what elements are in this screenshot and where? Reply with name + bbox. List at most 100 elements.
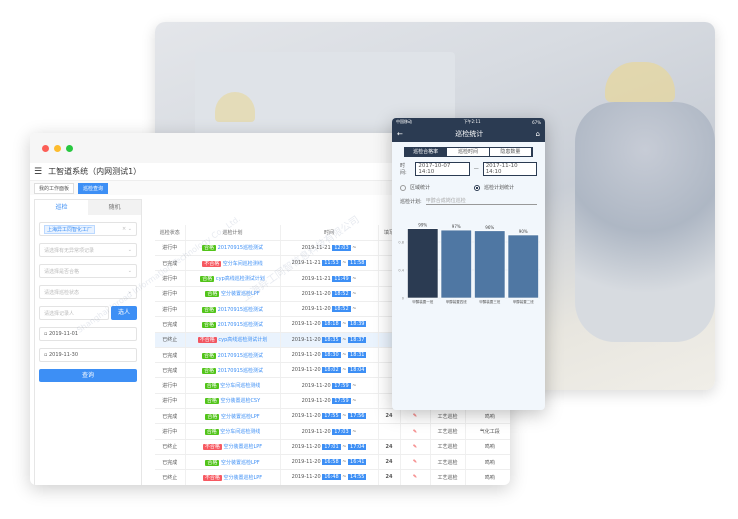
status-cell: 已完成	[155, 408, 186, 425]
edit-icon[interactable]: ✎	[400, 423, 431, 440]
seg-time[interactable]: 巡检时间	[447, 148, 490, 156]
plan-link[interactable]: 空分车间巡检测线	[220, 383, 261, 390]
bar	[440, 229, 472, 299]
tab-inspection-query[interactable]: 巡检查询	[78, 182, 109, 194]
x-tick-label: 甲醇装置一班	[412, 299, 433, 304]
y-tick-label: 0	[402, 297, 404, 301]
status-cell: 已终止	[155, 439, 186, 455]
maximize-dot[interactable]	[66, 144, 73, 152]
edit-icon[interactable]: ✎	[400, 408, 431, 425]
plan-link[interactable]: 空分装置巡检LPF	[220, 413, 260, 420]
result-badge: 不合格	[197, 337, 217, 344]
plan-link[interactable]: 20170915巡检测试	[217, 367, 264, 374]
plan-link[interactable]: cyp高线巡检测试计划	[215, 276, 265, 283]
menu-icon[interactable]: ☰	[34, 166, 43, 177]
plan-link[interactable]: 20170915巡检测试	[217, 245, 264, 252]
y-tick-label: 0.8	[398, 241, 404, 245]
chevron-down-icon: ⌄	[127, 268, 132, 274]
query-button[interactable]: 查询	[39, 369, 137, 382]
plan-link[interactable]: 空分车间巡检测线	[220, 429, 261, 435]
plan-link[interactable]: cyp高线巡检测试计划	[218, 337, 268, 344]
home-icon[interactable]: ⌂	[535, 130, 540, 138]
plan-link[interactable]: 20170915巡检测试	[217, 321, 264, 328]
app-title: 工智道系统（内网测试1）	[48, 167, 142, 176]
plan-link[interactable]: 空分车间巡检测线	[222, 260, 263, 267]
result-badge: 合格	[205, 413, 220, 420]
radio-plan[interactable]	[474, 184, 480, 191]
minimize-dot[interactable]	[54, 144, 61, 152]
result-badge: 合格	[201, 245, 216, 252]
factory-select[interactable]: 上海异工同智化工厂 × ⌄	[39, 222, 137, 236]
result-badge: 合格	[205, 459, 220, 466]
status-cell: 进行中	[155, 286, 186, 302]
x-tick-label: 甲醇装置四班	[446, 299, 467, 304]
back-arrow-icon[interactable]: ←	[397, 130, 403, 138]
edit-icon[interactable]: ✎	[400, 454, 431, 471]
tab-inspection[interactable]: 巡检	[35, 200, 88, 215]
status-select[interactable]: 请选择巡检状态 ⌄	[39, 285, 137, 299]
close-dot[interactable]	[42, 144, 49, 152]
bar	[474, 230, 506, 299]
table-row[interactable]: 进行中 合格 空分车间巡检测线 2019-11-20 17:03 ~ ✎ 工艺巡…	[155, 423, 510, 440]
plan-link[interactable]: 空分装置巡检LPF	[220, 291, 260, 298]
status-cell: 已完成	[155, 255, 186, 272]
abnormal-select[interactable]: 请选择有无异常项记录 ⌄	[39, 243, 137, 257]
x-tick-label: 甲醇装置二班	[513, 299, 534, 304]
plan-link[interactable]: 空分装置巡检LPF	[220, 459, 260, 466]
result-badge: 合格	[201, 352, 216, 359]
factory-chip[interactable]: 上海异工同智化工厂	[44, 224, 96, 234]
table-row[interactable]: 已终止 不合格 空分装置巡检LPF 2019-11-20 16:48 ~ 14:…	[155, 469, 510, 485]
status-cell: 已完成	[155, 362, 186, 379]
end-date-input[interactable]: ▫ 2019-11-30	[39, 348, 137, 362]
result-badge: 不合格	[202, 474, 222, 481]
bar	[407, 228, 439, 299]
tab-random[interactable]: 随机	[88, 200, 141, 215]
plan-link[interactable]: 20170915巡检测试	[217, 352, 264, 359]
result-badge: 合格	[201, 306, 216, 313]
table-row[interactable]: 已完成 合格 空分装置巡检LPF 2019-11-20 17:55 ~ 17:5…	[155, 408, 510, 425]
status-cell: 进行中	[155, 393, 186, 410]
result-badge: 合格	[204, 398, 219, 405]
status-cell: 进行中	[155, 270, 186, 287]
status-cell: 已终止	[155, 469, 186, 485]
data-label: 97%	[452, 224, 461, 229]
col-status: 巡检状态	[155, 225, 186, 241]
col-plan: 巡检计划	[185, 225, 281, 241]
recorder-input[interactable]: 请选择记录人	[39, 306, 109, 320]
calendar-icon: ▫	[44, 352, 48, 358]
pick-person-button[interactable]: 选人	[111, 306, 137, 320]
date-to[interactable]: 2017-11-10 14:10	[482, 162, 537, 176]
plan-link[interactable]: 20170915巡检测试	[217, 306, 264, 313]
plan-input[interactable]: 甲醇合成岗位巡检	[425, 197, 537, 205]
chevron-down-icon: ⌄	[127, 247, 132, 253]
plan-link[interactable]: 空分装置巡检CSY	[220, 398, 261, 405]
status-cell: 已完成	[155, 347, 186, 364]
status-cell: 进行中	[155, 377, 186, 394]
result-badge: 合格	[204, 383, 219, 390]
table-row[interactable]: 已终止 不合格 空分装置巡检LPF 2019-11-20 17:01 ~ 17:…	[155, 439, 510, 455]
y-tick-label: 0.4	[398, 269, 404, 273]
tab-dashboard[interactable]: 我的工作面板	[34, 182, 75, 194]
edit-icon[interactable]: ✎	[400, 469, 431, 485]
qualified-select[interactable]: 请选择是否合格 ⌄	[39, 264, 137, 278]
start-date-input[interactable]: ▫ 2019-11-01	[39, 327, 137, 341]
result-badge: 合格	[205, 291, 220, 298]
table-row[interactable]: 已完成 合格 空分装置巡检LPF 2019-11-20 16:58 ~ 16:4…	[155, 454, 510, 471]
date-from[interactable]: 2017-10-07 14:10	[415, 162, 470, 176]
seg-pass-rate[interactable]: 巡检合格率	[405, 148, 448, 156]
edit-icon[interactable]: ✎	[400, 439, 431, 455]
pass-rate-chart: 0 0.4 0.8 99% 甲醇装置一班 97% 甲醇装置四班 96% 甲醇装置三班 90% 甲醇装…	[398, 223, 540, 304]
result-badge: 合格	[201, 321, 216, 328]
data-label: 90%	[519, 229, 528, 234]
chevron-down-icon: ⌄	[127, 289, 132, 295]
plan-link[interactable]: 空分装置巡检LPF	[223, 444, 263, 451]
plan-link[interactable]: 空分装置巡检LPF	[223, 474, 263, 481]
status-cell: 已完成	[155, 454, 186, 471]
bar	[507, 234, 539, 299]
status-cell: 已完成	[155, 316, 186, 333]
radio-area[interactable]	[400, 184, 406, 191]
result-badge: 合格	[200, 276, 215, 283]
result-badge: 合格	[204, 429, 219, 435]
filter-panel: 巡检 随机 上海异工同智化工厂 × ⌄ 请选择有无异常项记录 ⌄ 请选择是否合格 ⌄ 请…	[34, 199, 142, 485]
seg-hazards[interactable]: 隐患数量	[489, 148, 532, 156]
